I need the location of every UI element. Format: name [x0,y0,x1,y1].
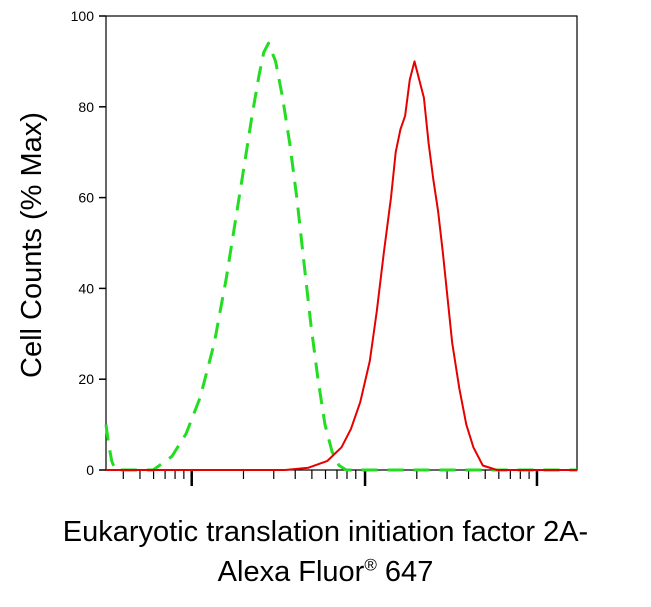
y-tick-label: 40 [78,280,94,296]
x-axis [122,470,539,486]
plot-border [105,15,578,471]
y-tick-label: 20 [78,371,94,387]
series-line-1 [104,41,577,472]
x-axis-label-line1: Eukaryotic translation initiation factor… [62,516,589,548]
series-line-2 [106,60,577,471]
plot-frame [105,15,578,471]
y-tick-label: 80 [78,99,94,115]
y-axis-label: Cell Counts (% Max) [16,112,48,378]
y-tick-label: 0 [86,462,94,478]
y-axis: 0 20 40 60 80 100 [71,8,106,478]
x-axis-label-line2-tail: 647 [376,556,434,588]
x-axis-label-line2-sup: ® [364,555,377,575]
y-tick-label: 60 [78,190,94,206]
x-axis-label-line2-main: Alexa Fluor [217,556,365,588]
x-axis-label-line2: Alexa Fluor® 647 [0,556,651,589]
y-tick-label: 100 [71,8,95,24]
series-group [104,41,577,472]
